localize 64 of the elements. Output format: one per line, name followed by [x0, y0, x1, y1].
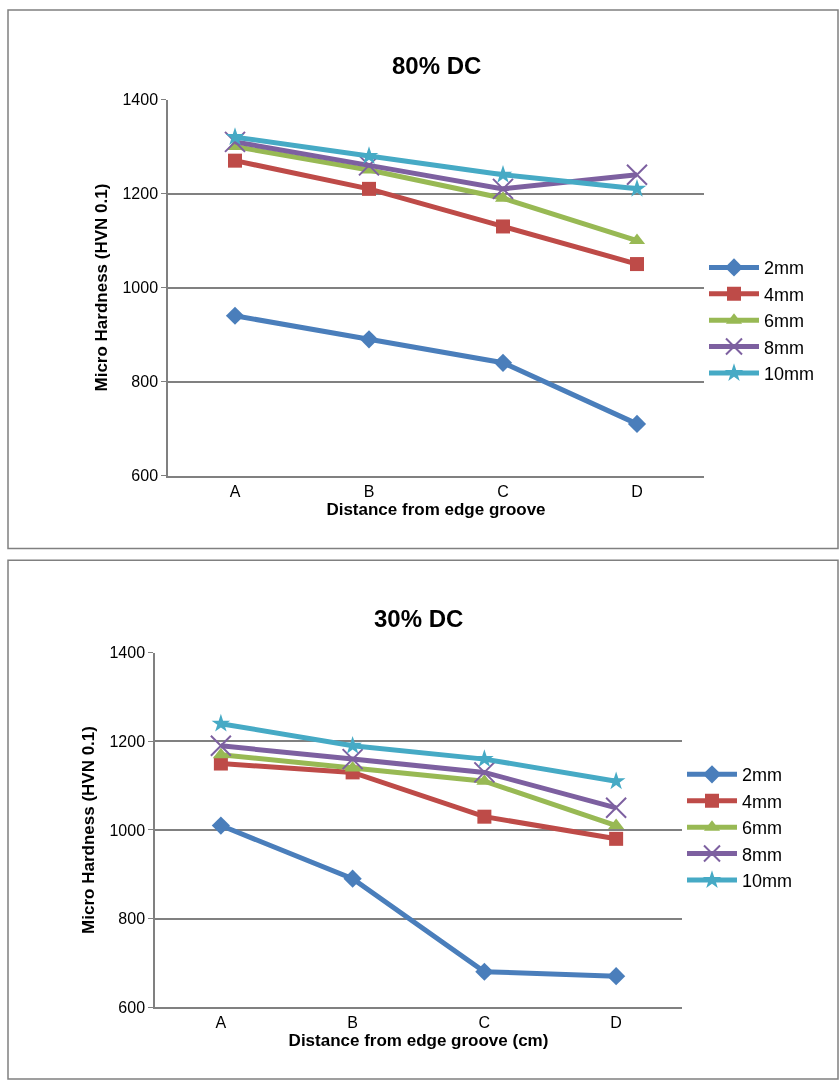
- y-axis-title: Micro Hardness (HVN 0.1): [79, 726, 99, 934]
- point: [496, 219, 510, 234]
- point: [609, 831, 624, 846]
- x-tick-label: C: [478, 1014, 491, 1032]
- y-tick-label: 1000: [109, 821, 146, 839]
- point: [358, 154, 380, 177]
- legend-label: 2mm: [742, 765, 782, 786]
- legend-label: 6mm: [742, 818, 782, 839]
- legend-label: 4mm: [764, 284, 804, 305]
- x-axis-title: Distance from edge groove: [326, 499, 546, 519]
- y-tick-label: 1200: [109, 732, 146, 750]
- x-axis-title: Distance from edge groove (cm): [288, 1031, 549, 1051]
- x-tick-label: A: [215, 1014, 227, 1032]
- chart-title: 80% DC: [392, 52, 482, 79]
- point: [627, 414, 647, 433]
- point: [343, 869, 362, 888]
- point: [362, 181, 376, 196]
- point: [626, 163, 648, 186]
- point: [213, 756, 228, 771]
- point: [493, 164, 513, 183]
- point: [225, 306, 245, 325]
- legend-label: 6mm: [764, 311, 804, 332]
- point: [630, 257, 644, 272]
- x-tick-label: D: [631, 482, 643, 500]
- point: [473, 761, 496, 784]
- legend-label: 8mm: [742, 844, 782, 865]
- x-tick-label: A: [229, 482, 241, 500]
- point: [225, 127, 245, 146]
- y-tick-label: 600: [131, 467, 159, 485]
- y-tick-label: 1000: [122, 279, 159, 297]
- y-tick-label: 800: [131, 373, 159, 391]
- point: [211, 816, 230, 835]
- x-tick-label: B: [363, 482, 375, 500]
- x-tick-label: D: [610, 1014, 622, 1032]
- point: [627, 179, 647, 197]
- y-axis-title: Micro Hardness (HVN 0.1): [92, 183, 112, 392]
- point: [475, 962, 494, 981]
- y-tick-label: 1400: [109, 644, 146, 662]
- point: [212, 747, 229, 759]
- point: [209, 734, 232, 757]
- point: [607, 967, 626, 986]
- point: [228, 153, 242, 168]
- y-tick-label: 600: [118, 998, 146, 1016]
- point: [605, 796, 628, 819]
- legend-label: 4mm: [742, 791, 782, 812]
- point: [492, 177, 514, 200]
- point: [344, 760, 361, 772]
- point: [341, 748, 364, 771]
- chart-title: 30% DC: [374, 605, 464, 632]
- legend-label: 8mm: [764, 337, 804, 358]
- point: [608, 818, 625, 830]
- legend-label: 10mm: [742, 870, 793, 891]
- point: [477, 809, 492, 824]
- point: [493, 353, 513, 372]
- y-tick-label: 1200: [122, 185, 159, 203]
- point: [224, 130, 246, 153]
- y-tick-label: 1400: [122, 91, 159, 109]
- x-tick-label: C: [497, 482, 509, 500]
- y-tick-label: 800: [118, 910, 146, 928]
- legend-label: 10mm: [764, 364, 815, 384]
- point: [359, 330, 379, 349]
- point: [211, 713, 231, 732]
- legend-label: 2mm: [764, 258, 804, 279]
- x-tick-label: B: [347, 1014, 358, 1032]
